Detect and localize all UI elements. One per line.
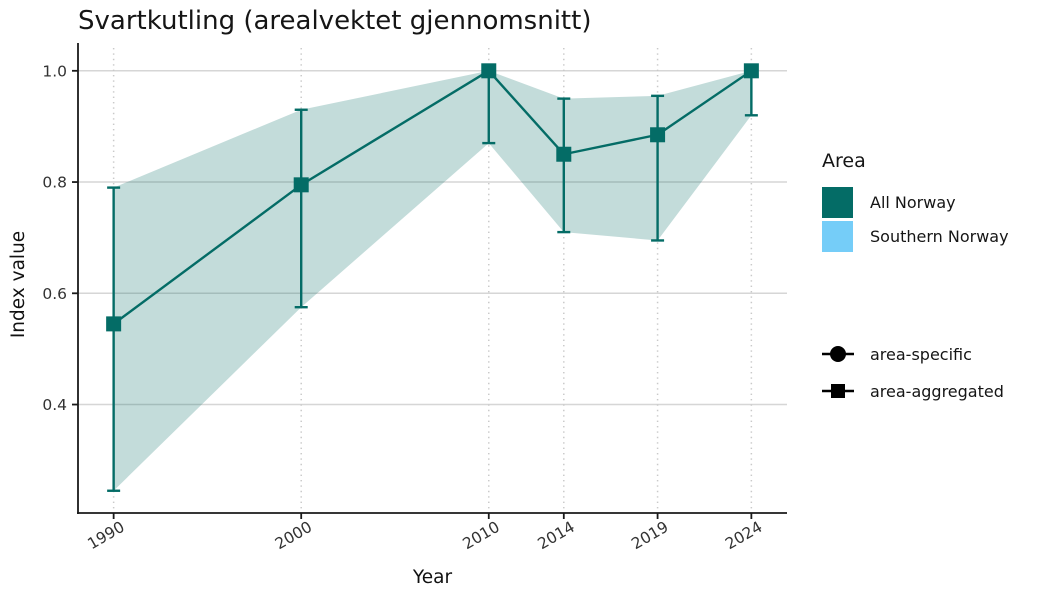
marker-square	[743, 63, 759, 79]
error-bars	[107, 69, 758, 492]
confidence-ribbon	[113, 70, 752, 491]
x-axis-title: Year	[412, 567, 453, 588]
legend-item-all-norway: All Norway	[822, 187, 956, 218]
legend-swatch-all-norway	[822, 187, 853, 218]
legend-area-title: Area	[822, 150, 866, 172]
legend-label-area-aggregated: area-aggregated	[870, 381, 1004, 401]
y-tick-label: 0.8	[42, 174, 67, 192]
series-line	[112, 69, 753, 325]
x-tick-label: 1990	[84, 518, 127, 553]
marker-square	[293, 177, 309, 193]
x-tick-label: 2000	[272, 518, 315, 553]
x-tick-label: 2014	[535, 518, 578, 553]
x-axis-ticks: 1990 2000 2010 2014 2019 2024	[84, 513, 765, 553]
y-axis-title: Index value	[8, 231, 29, 338]
marker-square	[106, 316, 122, 332]
legend-panel: Area All Norway Southern Norway area-spe…	[810, 0, 1050, 600]
y-axis-ticks: 0.4 0.6 0.8 1.0	[42, 62, 78, 414]
plot-panel: 0.4 0.6 0.8 1.0 1990 2000 2010 2014 2019 2024 Inde…	[8, 43, 787, 588]
marker-square	[556, 146, 572, 162]
legend-item-area-aggregated: area-aggregated	[822, 378, 1004, 404]
gridlines-horizontal	[78, 70, 787, 406]
legend-item-southern-norway: Southern Norway	[822, 221, 1009, 252]
square-marker-icon	[822, 378, 854, 404]
chart-title: Svartkutling (arealvektet gjennomsnitt)	[78, 6, 592, 36]
legend-swatch-southern-norway	[822, 221, 853, 252]
y-tick-label: 1.0	[42, 62, 67, 80]
x-tick-label: 2010	[460, 518, 503, 553]
marker-square	[481, 63, 497, 79]
markers	[106, 63, 759, 332]
x-tick-label: 2019	[628, 518, 671, 553]
legend-label-all-norway: All Norway	[870, 193, 956, 212]
x-tick-label: 2024	[722, 518, 765, 553]
y-tick-label: 0.4	[42, 396, 67, 414]
legend-label-southern-norway: Southern Norway	[870, 227, 1009, 246]
marker-square	[650, 127, 666, 143]
y-tick-label: 0.6	[42, 285, 67, 303]
legend-label-area-specific: area-specific	[870, 344, 972, 364]
legend-item-area-specific: area-specific	[822, 341, 972, 367]
circle-marker-icon	[822, 341, 854, 367]
